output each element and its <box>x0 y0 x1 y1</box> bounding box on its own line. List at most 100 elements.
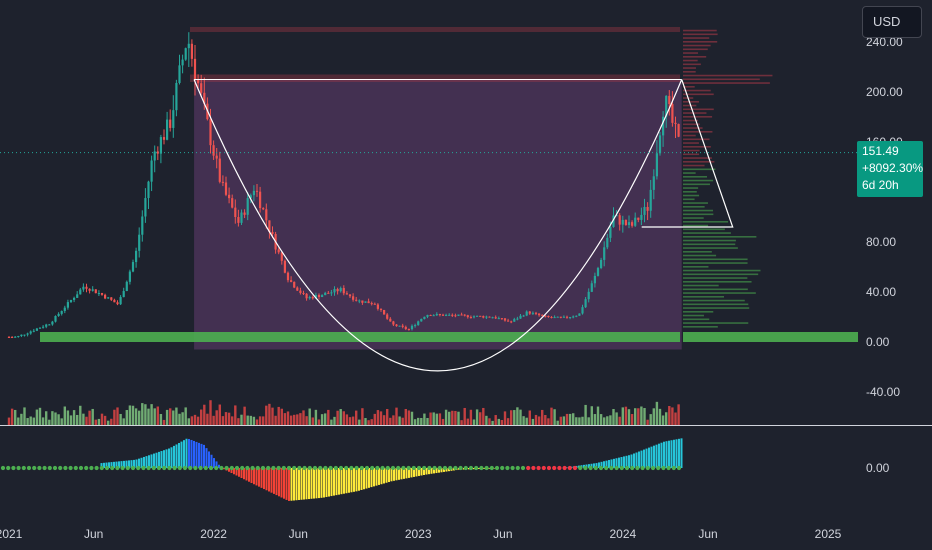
squeeze-dot <box>614 465 619 471</box>
volume-bar <box>320 414 324 425</box>
volume-bar <box>305 416 308 425</box>
candle <box>541 315 544 317</box>
volume-bar <box>147 408 150 425</box>
volume-profile-bar <box>683 273 759 276</box>
volume-profile-bar <box>683 243 736 246</box>
candle <box>128 271 131 282</box>
volume-bar <box>624 406 628 425</box>
squeeze-dot <box>510 465 515 471</box>
volume-bar <box>413 419 417 425</box>
volume-profile-bar <box>683 299 745 302</box>
candle <box>441 314 445 316</box>
squeeze-dot <box>432 465 437 471</box>
volume-bar <box>463 407 466 425</box>
oscillator-bar <box>487 468 490 469</box>
volume-profile-bar <box>683 296 725 298</box>
candle <box>330 292 333 294</box>
resistance-zone <box>190 27 680 32</box>
candle <box>463 314 466 316</box>
oscillator-bar <box>242 468 245 480</box>
oscillator-bar <box>325 468 328 498</box>
volume-bar <box>547 418 550 425</box>
candle <box>404 326 407 330</box>
squeeze-dot <box>645 465 650 471</box>
volume-bar <box>243 406 246 425</box>
oscillator-bar <box>167 448 170 468</box>
oscillator-bar <box>260 468 263 488</box>
y-tick-label: 40.00 <box>866 285 896 299</box>
squeeze-dot <box>375 465 380 471</box>
volume-bar <box>466 418 469 425</box>
currency-selector[interactable]: USD <box>862 6 922 38</box>
candle <box>299 290 302 293</box>
volume-bar <box>54 412 57 425</box>
squeeze-dot <box>16 465 21 471</box>
candle <box>578 313 581 316</box>
candle <box>398 325 401 327</box>
squeeze-dot <box>162 465 167 471</box>
candle <box>457 314 460 316</box>
volume-bar <box>265 405 268 425</box>
candle <box>503 318 507 321</box>
volume-bar <box>587 417 590 425</box>
volume-bar <box>153 408 156 425</box>
oscillator-bar <box>262 468 265 490</box>
oscillator-bar <box>642 449 645 468</box>
squeeze-dot <box>656 465 661 471</box>
volume-profile-bar <box>683 52 699 54</box>
volume-bar <box>565 413 569 425</box>
squeeze-dot <box>406 465 411 471</box>
volume-bar <box>193 414 197 425</box>
squeeze-dot <box>37 465 42 471</box>
volume-bar <box>401 417 404 425</box>
squeeze-dot <box>110 465 115 471</box>
volume-bar <box>128 405 132 425</box>
volume-profile-bar <box>683 224 709 227</box>
volume-profile-bar <box>683 202 708 204</box>
candle <box>11 337 14 339</box>
oscillator-bar <box>300 468 303 500</box>
oscillator-bar <box>600 461 603 468</box>
candle <box>553 317 556 319</box>
handle-triangle <box>641 79 734 228</box>
candle <box>215 155 218 159</box>
volume-profile-bar <box>683 232 731 234</box>
squeeze-dot <box>120 465 125 471</box>
volume-bar <box>506 418 510 425</box>
volume-bar <box>441 418 445 425</box>
candle <box>432 315 435 317</box>
squeeze-dot <box>307 465 312 471</box>
volume-bar <box>32 417 35 425</box>
volume-bar <box>370 419 373 425</box>
volume-bar <box>41 417 45 425</box>
oscillator-bar <box>205 448 208 468</box>
candle <box>35 328 38 331</box>
volume-bar <box>342 411 345 425</box>
volume-bar <box>178 413 181 425</box>
oscillator-bar <box>257 468 260 487</box>
squeeze-dot <box>416 465 422 471</box>
volume-bar <box>407 410 411 425</box>
volume-bar <box>376 410 380 425</box>
volume-bar <box>364 418 367 425</box>
candle <box>42 326 45 328</box>
oscillator-bar <box>355 468 358 492</box>
volume-profile-bar <box>683 179 714 182</box>
oscillator-bar <box>272 468 275 494</box>
candle <box>519 315 522 319</box>
volume-bar <box>175 407 178 425</box>
squeeze-dot <box>240 465 245 471</box>
oscillator-bar <box>607 460 610 468</box>
squeeze-dot <box>281 465 286 471</box>
candle <box>488 316 491 318</box>
volume-bar <box>630 414 634 425</box>
volume-bar <box>426 418 429 425</box>
candle <box>426 314 429 317</box>
candle <box>627 222 631 225</box>
volume-bar <box>621 407 624 425</box>
oscillator-bar <box>190 439 193 468</box>
candle <box>17 336 20 338</box>
candle <box>209 119 212 146</box>
volume-bar <box>280 408 283 425</box>
